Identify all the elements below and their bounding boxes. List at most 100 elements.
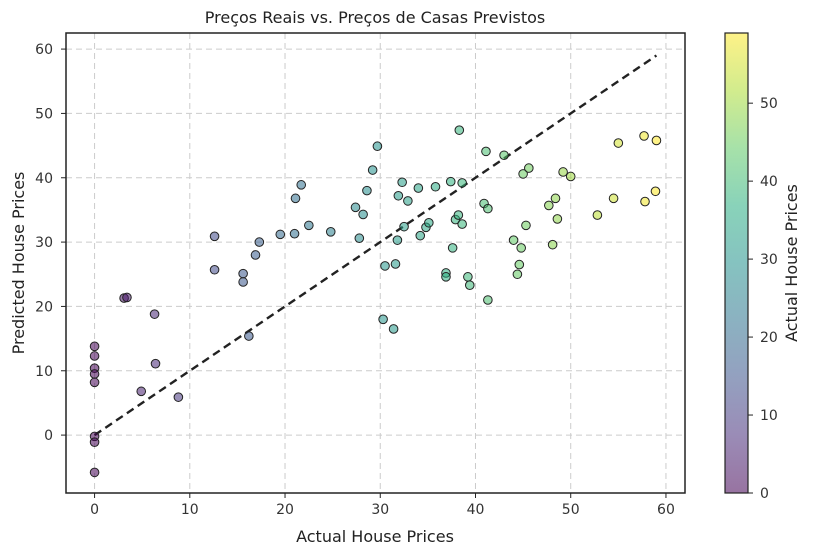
data-point: [639, 131, 649, 141]
data-point: [367, 165, 378, 175]
data-point: [508, 235, 519, 245]
data-point: [457, 178, 467, 188]
data-point: [89, 341, 100, 352]
x-tick-label: 20: [276, 502, 294, 518]
y-tick-label: 30: [35, 235, 53, 251]
colorbar-tick-label: 50: [760, 96, 778, 112]
data-point: [325, 226, 336, 237]
data-point: [544, 200, 554, 211]
data-point: [354, 233, 365, 244]
data-point: [483, 203, 493, 214]
data-point: [296, 180, 307, 190]
data-point: [483, 295, 493, 305]
plot-frame: [65, 32, 686, 494]
data-point: [238, 268, 248, 279]
data-point: [565, 171, 576, 182]
y-axis-label: Predicted House Prices: [9, 172, 28, 355]
y-tick-label: 60: [35, 42, 53, 58]
data-point: [454, 125, 465, 135]
data-point: [350, 202, 361, 213]
x-tick-label: 30: [371, 502, 389, 518]
data-point: [521, 220, 531, 231]
data-point: [447, 243, 458, 253]
data-point: [209, 264, 220, 275]
data-point: [640, 196, 650, 207]
colorbar-tick-label: 40: [760, 174, 778, 190]
data-point: [390, 259, 401, 269]
data-point: [524, 163, 534, 173]
colorbar-tick-label: 30: [760, 252, 778, 268]
data-point: [122, 292, 132, 303]
data-point: [392, 235, 403, 245]
x-tick-label: 50: [562, 502, 580, 518]
data-point: [518, 169, 528, 179]
x-axis-label: Actual House Prices: [296, 527, 454, 546]
data-point: [250, 250, 261, 260]
x-tick-label: 0: [90, 502, 99, 518]
data-point: [464, 280, 475, 290]
data-point: [512, 269, 523, 280]
data-point: [150, 358, 161, 369]
data-point: [413, 183, 424, 193]
data-point: [441, 272, 451, 282]
colorbar-tick-label: 10: [760, 408, 778, 424]
data-point: [388, 324, 399, 334]
data-point: [415, 230, 426, 241]
data-point: [372, 141, 383, 152]
data-point: [403, 196, 413, 206]
data-points: [89, 125, 662, 478]
data-point: [89, 351, 100, 361]
x-axis-ticks: 0 10 20 30 40 50 60: [90, 493, 675, 518]
y-tick-label: 50: [35, 106, 53, 122]
data-point: [481, 146, 491, 157]
y-tick-label: 0: [44, 428, 53, 444]
data-point: [275, 229, 286, 240]
data-point: [558, 167, 568, 177]
y-tick-label: 20: [35, 299, 53, 315]
data-point: [254, 237, 265, 247]
data-point: [499, 150, 509, 161]
data-point: [457, 219, 467, 229]
data-point: [89, 369, 100, 379]
x-tick-label: 60: [657, 502, 675, 518]
data-point: [89, 437, 100, 447]
data-point: [552, 214, 563, 224]
data-point: [358, 209, 368, 220]
data-point: [136, 386, 147, 397]
data-point: [89, 377, 100, 388]
data-point: [650, 186, 661, 197]
data-point: [516, 243, 527, 253]
data-point: [547, 239, 558, 250]
colorbar-label: Actual House Prices: [782, 184, 801, 342]
y-tick-label: 40: [35, 171, 53, 187]
data-point: [463, 272, 473, 282]
data-point: [397, 177, 407, 188]
y-axis-ticks: 0 10 20 30 40 50 60: [35, 42, 66, 444]
data-point: [290, 193, 301, 204]
data-point: [453, 210, 464, 220]
data-point: [592, 210, 603, 220]
data-point: [173, 392, 184, 402]
reference-line: [93, 54, 658, 437]
colorbar-ticks: 0 10 20 30 40 50: [748, 96, 778, 502]
reference-line-layer: [93, 54, 658, 437]
colorbar-tick-label: 0: [760, 486, 769, 502]
data-point: [651, 135, 662, 146]
data-point: [362, 185, 372, 196]
data-point: [238, 277, 248, 287]
x-tick-label: 10: [181, 502, 199, 518]
data-point: [550, 193, 561, 204]
data-point: [380, 261, 390, 271]
data-point: [608, 193, 619, 204]
data-point: [304, 220, 314, 231]
chart-title: Preços Reais vs. Preços de Casas Previst…: [205, 8, 546, 27]
data-point: [393, 190, 404, 201]
data-point: [378, 314, 388, 325]
data-point: [514, 259, 525, 270]
x-tick-label: 40: [467, 502, 485, 518]
data-point: [289, 228, 300, 239]
y-tick-label: 10: [35, 364, 53, 380]
data-point: [445, 176, 456, 187]
data-point: [89, 467, 100, 478]
